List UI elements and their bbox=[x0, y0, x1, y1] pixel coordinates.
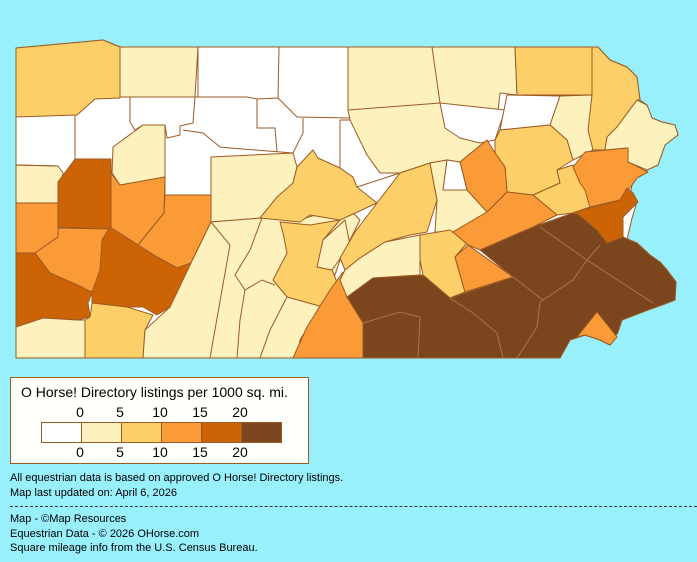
legend-swatch bbox=[122, 423, 162, 442]
county-region[interactable] bbox=[339, 162, 438, 271]
legend-swatch bbox=[202, 423, 242, 442]
legend-color-bar bbox=[41, 422, 282, 443]
updated-note: Map last updated on: April 6, 2026 bbox=[10, 487, 177, 499]
county-boundary bbox=[449, 297, 504, 359]
county-region[interactable] bbox=[604, 99, 679, 171]
equestrian-credit: Equestrian Data - © 2026 OHorse.com bbox=[10, 528, 200, 540]
county-boundary bbox=[15, 164, 59, 167]
legend-tick: 5 bbox=[116, 404, 124, 420]
county-region[interactable] bbox=[15, 39, 121, 118]
legend-swatch bbox=[162, 423, 202, 442]
county-boundary bbox=[277, 97, 351, 119]
county-region[interactable] bbox=[572, 147, 649, 208]
county-boundary bbox=[586, 244, 601, 261]
legend-swatch bbox=[82, 423, 122, 442]
county-region[interactable] bbox=[91, 226, 192, 316]
legend-tick: 20 bbox=[232, 404, 248, 420]
county-region[interactable] bbox=[576, 311, 618, 346]
county-boundary bbox=[234, 217, 276, 291]
county-region[interactable] bbox=[452, 191, 558, 251]
divider bbox=[10, 506, 697, 507]
county-boundary bbox=[182, 129, 294, 154]
county-boundary bbox=[516, 259, 588, 359]
county-boundary bbox=[259, 296, 288, 359]
county-boundary bbox=[292, 118, 304, 154]
legend-tick: 0 bbox=[76, 404, 84, 420]
county-region[interactable] bbox=[119, 46, 199, 98]
legend-title: O Horse! Directory listings per 1000 sq.… bbox=[21, 384, 288, 400]
legend-swatch bbox=[242, 423, 281, 442]
data-basis-note: All equestrian data is based on approved… bbox=[10, 472, 344, 484]
census-credit: Square mileage info from the U.S. Census… bbox=[10, 542, 258, 554]
legend-tick: 20 bbox=[232, 444, 248, 460]
legend-tick: 10 bbox=[152, 444, 168, 460]
county-boundary bbox=[164, 157, 212, 196]
legend-tick: 10 bbox=[152, 404, 168, 420]
legend-swatch bbox=[42, 423, 82, 442]
county-region[interactable] bbox=[15, 164, 64, 204]
legend-tick: 5 bbox=[116, 444, 124, 460]
county-region[interactable] bbox=[514, 46, 593, 96]
legend-tick: 15 bbox=[192, 444, 208, 460]
county-region[interactable] bbox=[15, 317, 86, 359]
county-boundary bbox=[431, 46, 441, 104]
county-boundary bbox=[164, 96, 196, 139]
county-boundary bbox=[209, 221, 231, 359]
county-boundary bbox=[512, 276, 544, 301]
county-region[interactable] bbox=[574, 187, 639, 244]
county-boundary bbox=[256, 99, 278, 153]
county-boundary bbox=[236, 289, 246, 359]
county-boundary bbox=[347, 102, 441, 111]
legend-tick: 0 bbox=[76, 444, 84, 460]
county-region[interactable] bbox=[316, 219, 351, 271]
pennsylvania-county-map bbox=[15, 39, 679, 359]
county-boundary bbox=[362, 311, 421, 359]
legend-tick: 15 bbox=[192, 404, 208, 420]
map-credit: Map - ©Map Resources bbox=[10, 513, 127, 525]
legend: O Horse! Directory listings per 1000 sq.… bbox=[10, 377, 309, 464]
county-region[interactable] bbox=[272, 219, 341, 308]
county-boundary bbox=[129, 97, 144, 131]
county-region[interactable] bbox=[442, 159, 468, 191]
